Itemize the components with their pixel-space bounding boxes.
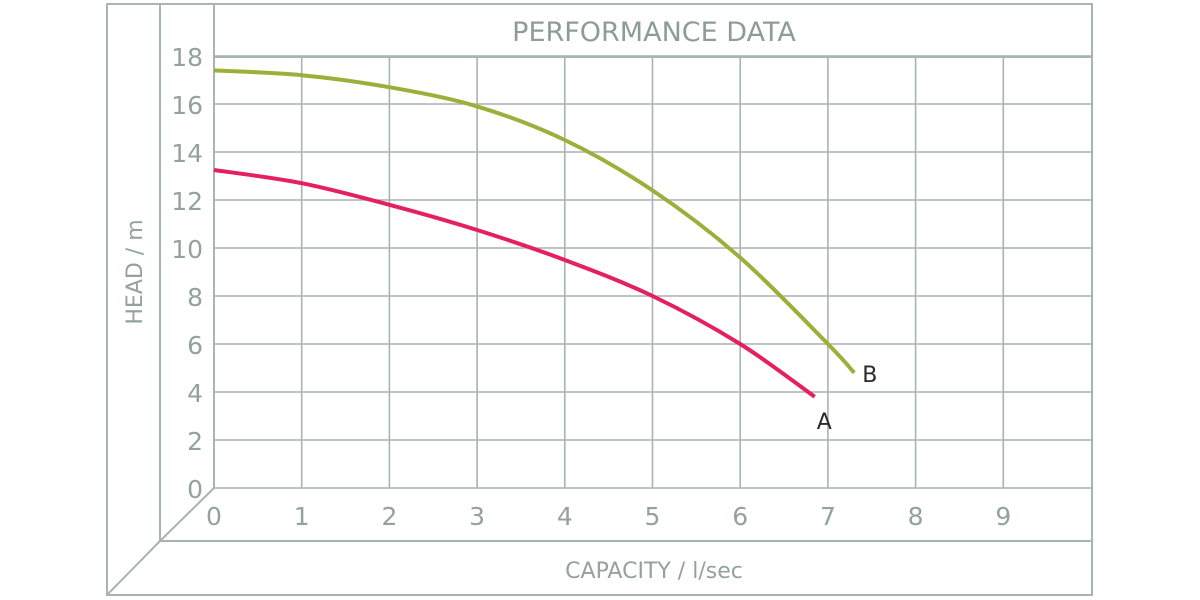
y-axis-ticks: 0 2 4 6 8 10 12 14 16 18	[171, 43, 203, 504]
y-tick-label: 16	[171, 91, 203, 120]
x-tick-label: 2	[381, 502, 397, 531]
floor-diagonal-inner	[159, 487, 215, 542]
x-tick-label: 6	[732, 502, 748, 531]
x-tick-label: 9	[995, 502, 1011, 531]
chart-title: PERFORMANCE DATA	[512, 17, 796, 48]
curve-a	[213, 168, 816, 399]
y-tick-label: 18	[171, 43, 203, 72]
x-tick-label: 3	[469, 502, 485, 531]
y-tick-label: 2	[187, 427, 203, 456]
series-label-a: A	[817, 410, 832, 435]
floor-diagonal-outer	[106, 540, 161, 596]
chart-frame	[106, 3, 1093, 596]
x-axis-label: CAPACITY / l/sec	[565, 559, 743, 584]
x-tick-label: 1	[294, 502, 310, 531]
y-tick-label: 0	[187, 475, 203, 504]
curve-b	[213, 68, 856, 375]
y-tick-label: 6	[187, 331, 203, 360]
series-label-b: B	[862, 363, 877, 388]
y-tick-label: 4	[187, 379, 203, 408]
x-tick-label: 8	[908, 502, 924, 531]
x-tick-label: 4	[557, 502, 573, 531]
x-tick-label: 5	[645, 502, 661, 531]
series-curves: AB	[213, 68, 877, 435]
y-tick-label: 10	[171, 235, 203, 264]
x-axis-ticks: 0 1 2 3 4 5 6 7 8 9	[206, 502, 1011, 531]
x-tick-label: 0	[206, 502, 222, 531]
y-tick-label: 8	[187, 283, 203, 312]
outer-frame	[106, 3, 1093, 596]
x-tick-label: 7	[820, 502, 836, 531]
grid-lines	[214, 55, 1092, 489]
y-tick-label: 12	[171, 187, 203, 216]
y-tick-label: 14	[171, 139, 203, 168]
y-axis-label: HEAD / m	[123, 219, 148, 324]
